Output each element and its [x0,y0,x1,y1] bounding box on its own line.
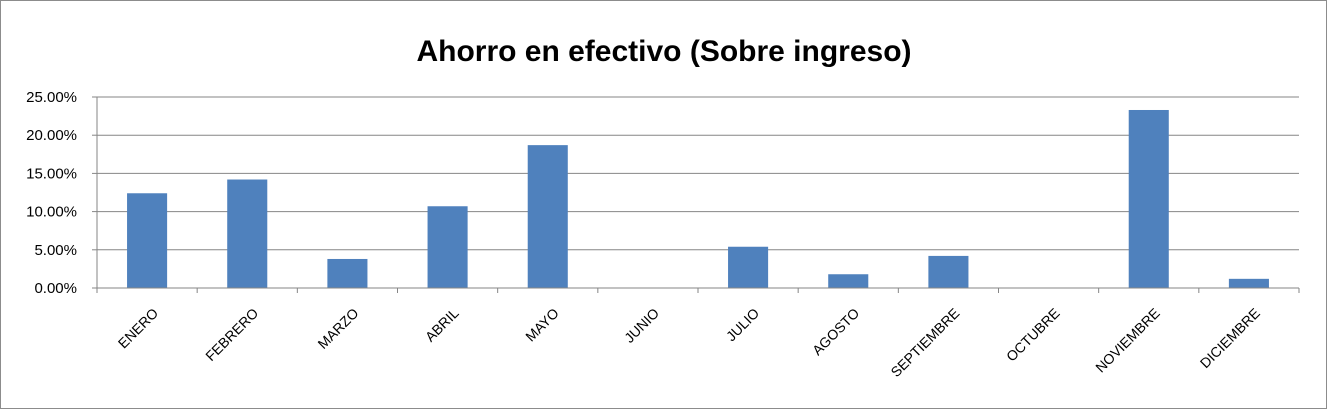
y-tick-label: 10.00% [26,204,77,221]
bar [327,258,368,288]
bar [828,274,869,288]
bars [127,109,1269,288]
y-tick-label: 15.00% [26,165,77,182]
x-tick-label: AGOSTO [809,305,863,359]
bar [1228,278,1269,288]
x-tick-label: SEPTIEMBRE [887,305,962,380]
y-tick-label: 20.00% [26,127,77,144]
axes [92,96,1300,293]
bar [227,179,268,288]
x-tick-labels: ENERO FEBRERO MARZO ABRIL MAYO JUNIO JULIO AGOS… [115,305,1263,380]
x-tick-label: JULIO [723,305,762,344]
x-tick-label: ENERO [115,305,162,352]
y-tick-label: 5.00% [34,242,77,259]
bar [427,206,468,288]
bar [127,193,168,288]
x-tick-label: MAYO [522,305,562,345]
bar [527,145,568,288]
bar [1128,109,1169,288]
x-tick-label: OCTUBRE [1003,305,1063,365]
gridlines [97,96,1299,251]
x-tick-label: ABRIL [422,305,462,345]
chart-title: Ahorro en efectivo (Sobre ingreso) [416,35,911,68]
bar [928,255,969,288]
x-tick-label: DICIEMBRE [1197,305,1263,371]
y-tick-label: 25.00% [26,89,77,106]
y-tick-label: 0.00% [34,280,77,297]
x-tick-label: NOVIEMBRE [1092,305,1163,376]
bar [728,246,769,288]
x-tick-label: JUNIO [621,305,662,346]
x-tick-label: FEBRERO [202,305,261,364]
x-tick-label: MARZO [314,305,361,352]
y-tick-labels: 0.00% 5.00% 10.00% 15.00% 20.00% 25.00% [26,89,77,297]
